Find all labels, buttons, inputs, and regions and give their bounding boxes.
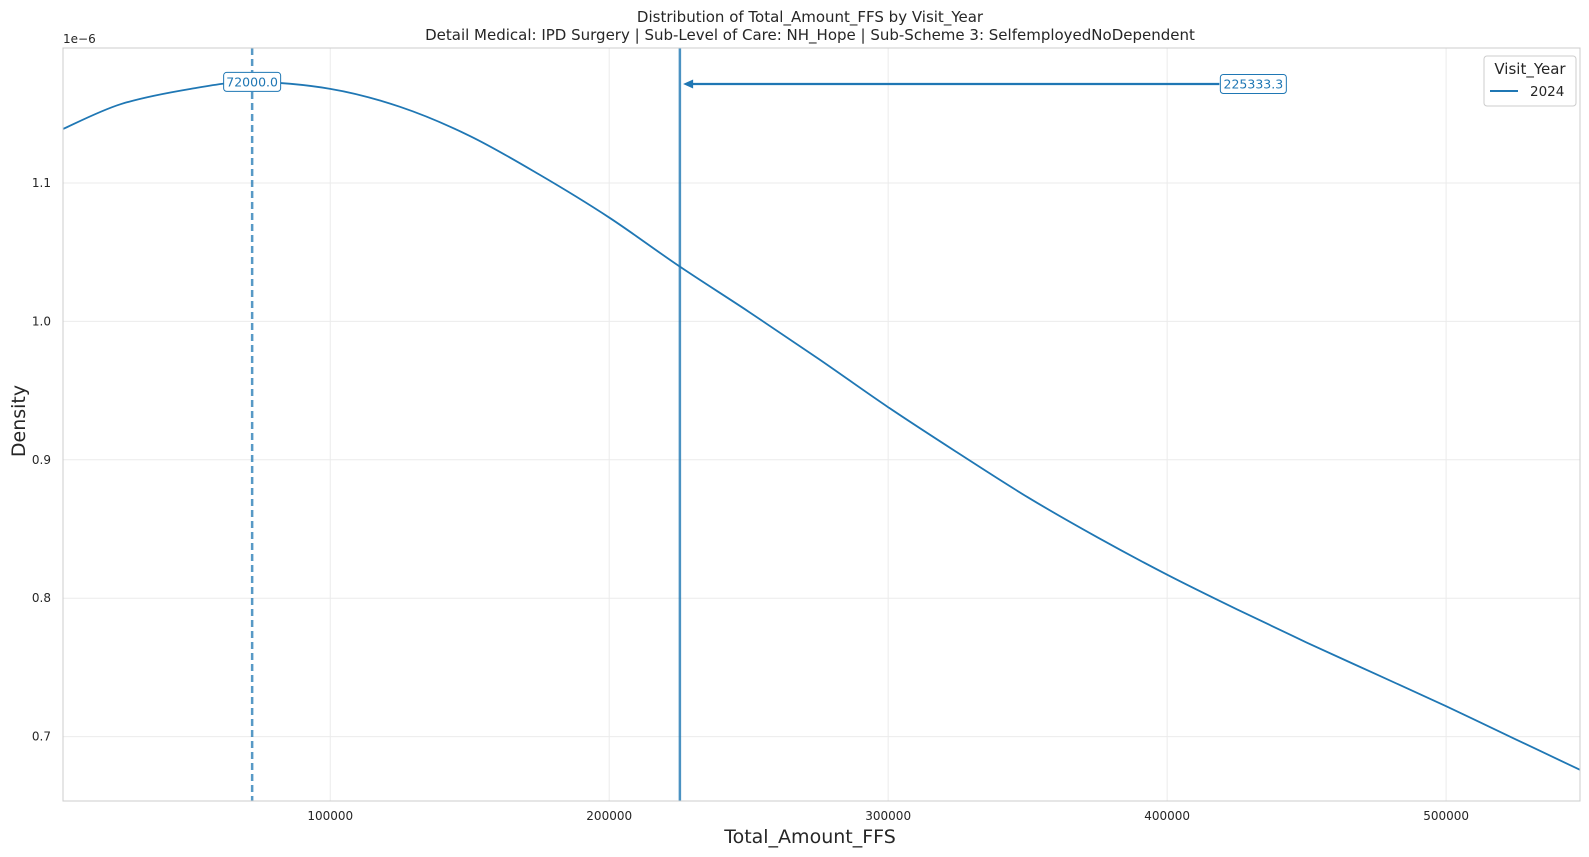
y-tick-label: 1.0	[32, 314, 51, 328]
grid	[63, 48, 1580, 801]
legend: Visit_Year 2024	[1483, 55, 1577, 107]
x-tick-label: 500000	[1423, 809, 1469, 823]
x-tick-label: 100000	[307, 809, 353, 823]
x-tick-label: 200000	[586, 809, 632, 823]
annotation-box-mean	[1219, 73, 1287, 94]
y-tick-label: 0.7	[32, 730, 51, 744]
annotation-mean-label: 225333.3	[1224, 76, 1284, 91]
y-ticks: 0.7 0.8 0.9 1.0 1.1	[32, 176, 51, 744]
legend-title: Visit_Year	[1494, 60, 1566, 79]
annotation-box-median	[223, 71, 282, 92]
y-offset-label: 1e−6	[63, 32, 96, 46]
plot-frame	[62, 47, 1581, 802]
x-tick-label: 400000	[1144, 809, 1190, 823]
legend-frame	[1483, 55, 1577, 107]
y-tick-label: 1.1	[32, 176, 51, 190]
legend-label-2024: 2024	[1530, 84, 1564, 100]
annotation-arrow-head	[683, 79, 694, 89]
plot-area	[62, 48, 1581, 801]
y-axis-label: Density	[8, 385, 30, 457]
series-line-2024	[62, 81, 1581, 771]
x-axis-label: Total_Amount_FFS	[723, 826, 896, 848]
chart-subtitle: Detail Medical: IPD Surgery | Sub-Level …	[425, 26, 1195, 45]
y-tick-label: 0.9	[32, 453, 51, 467]
annotations: 72000.0 225333.3	[223, 71, 1287, 94]
y-tick-label: 0.8	[32, 591, 51, 605]
chart-title: Distribution of Total_Amount_FFS by Visi…	[637, 8, 984, 27]
x-ticks: 100000 200000 300000 400000 500000	[307, 809, 1469, 823]
annotation-median-label: 72000.0	[226, 74, 278, 89]
x-tick-label: 300000	[865, 809, 911, 823]
